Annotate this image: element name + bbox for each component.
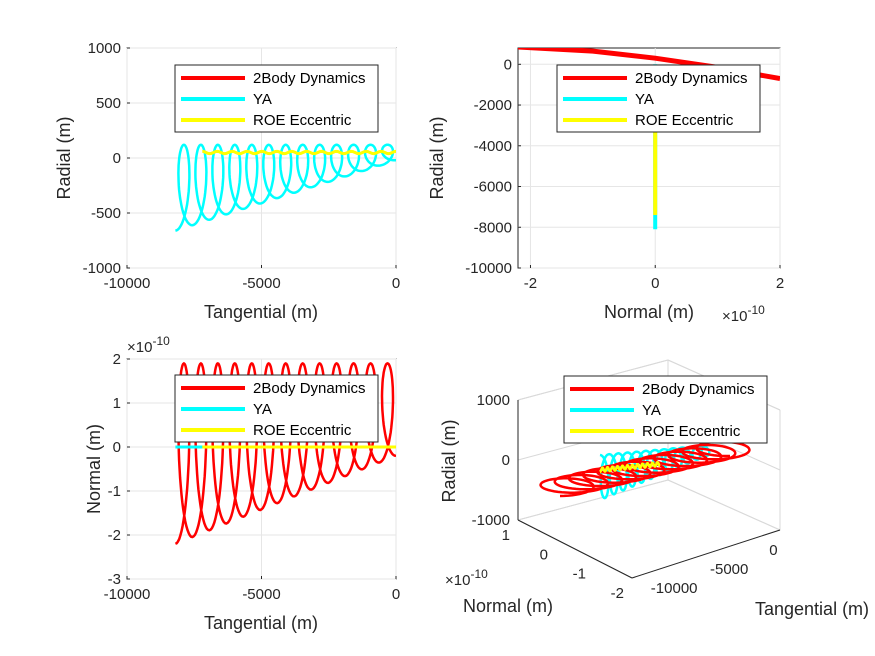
- tick-label-z-3d: 1000: [477, 392, 510, 409]
- tick-label-x-3d: -2: [611, 585, 624, 602]
- exponent-tr: ×10-10: [722, 303, 765, 325]
- legend-3d: 2Body Dynamics YA ROE Eccentric: [563, 375, 768, 444]
- tick-label-z-3d: 0: [502, 452, 510, 469]
- tick-label-z-3d: -1000: [472, 512, 510, 529]
- tick-label-x-tl: 0: [392, 275, 400, 292]
- gridline-z-3d: [517, 479, 669, 521]
- exponent-base-3d: ×10: [445, 572, 470, 589]
- xlabel-tr: Normal (m): [604, 302, 694, 322]
- series-bl: [174, 361, 396, 545]
- legend-label-bl: 2Body Dynamics: [253, 380, 366, 397]
- panel-top-right: -2 0 2 -10000 -8000 -6000 -4000 -2000 0 Normal (…: [427, 47, 784, 325]
- gridline-z-3d: [667, 479, 781, 531]
- tick-label-y-3d: -5000: [710, 561, 748, 578]
- legend-label-tr: ROE Eccentric: [635, 112, 734, 129]
- exponent-3d: ×10-10: [445, 567, 488, 589]
- tick-label-x-tr: -2: [524, 275, 537, 292]
- tick-label-y-tr: -2000: [474, 97, 512, 114]
- x-axis-3d: [517, 519, 633, 579]
- legend-bl: 2Body Dynamics YA ROE Eccentric: [174, 374, 379, 443]
- tick-label-x-bl: -10000: [104, 586, 151, 603]
- tick-label-x-3d: -1: [573, 566, 586, 583]
- legend-label-tr: 2Body Dynamics: [635, 70, 748, 87]
- tick-label-y-bl: -1: [108, 483, 121, 500]
- tick-label-y-tr: -10000: [465, 260, 512, 277]
- legend-label-bl: YA: [253, 401, 272, 418]
- series-line-ya: [175, 143, 396, 232]
- xlabel-bl: Tangential (m): [204, 613, 318, 633]
- tick-label-y-tl: 1000: [88, 40, 121, 57]
- tick-label-x-tr: 2: [776, 275, 784, 292]
- tick-label-x-bl: -5000: [242, 586, 280, 603]
- tick-label-x-bl: 0: [392, 586, 400, 603]
- tick-label-x-tr: 0: [651, 275, 659, 292]
- y-axis-3d: [631, 529, 781, 579]
- tick-label-y-tr: -4000: [474, 138, 512, 155]
- legend-label-3d: 2Body Dynamics: [642, 381, 755, 398]
- tick-label-x-tl: -10000: [104, 275, 151, 292]
- exponent-power-bl: -10: [152, 334, 170, 348]
- legend-label-tl: YA: [253, 91, 272, 108]
- series-line-2body-dynamics: [174, 361, 396, 545]
- ylabel-bl: Normal (m): [84, 424, 104, 514]
- xlabel-3d: Normal (m): [463, 596, 553, 616]
- ylabel-tr: Radial (m): [427, 116, 447, 199]
- tick-label-x-3d: 0: [540, 546, 548, 563]
- tick-label-y-tl: -1000: [83, 260, 121, 277]
- exponent-bl: ×10-10: [127, 334, 170, 356]
- ticks-tr: -2 0 2 -10000 -8000 -6000 -4000 -2000 0: [465, 56, 784, 292]
- tick-label-y-tr: -8000: [474, 219, 512, 236]
- tick-label-y-bl: 2: [113, 351, 121, 368]
- exponent-base-tr: ×10: [722, 308, 747, 325]
- series-3d: [539, 440, 751, 500]
- legend-label-tr: YA: [635, 91, 654, 108]
- series-line-roe-eccentric: [202, 149, 396, 156]
- tick-label-x-3d: 1: [502, 527, 510, 544]
- tick-label-y-bl: 0: [113, 439, 121, 456]
- series-line-2body-dynamics-3d: [539, 440, 751, 498]
- exponent-base-bl: ×10: [127, 339, 152, 356]
- ylabel-tl: Radial (m): [54, 116, 74, 199]
- tick-label-y-3d: -10000: [651, 580, 698, 597]
- tick-label-y-tr: 0: [504, 56, 512, 73]
- ylabel-3d: Tangential (m): [755, 599, 869, 619]
- legend-label-3d: ROE Eccentric: [642, 423, 741, 440]
- tick-label-y-bl: -3: [108, 571, 121, 588]
- tick-label-y-tl: 500: [96, 95, 121, 112]
- ticks-bl: -10000 -5000 0 -3 -2 -1 0 1 2: [104, 351, 401, 603]
- zlabel-3d: Radial (m): [439, 419, 459, 502]
- series-line-roe-eccentric-3d: [599, 461, 661, 474]
- series-tl: [175, 143, 396, 232]
- xlabel-tl: Tangential (m): [204, 302, 318, 322]
- tick-label-y-tl: 0: [113, 150, 121, 167]
- tick-label-y-tr: -6000: [474, 179, 512, 196]
- legend-label-tl: ROE Eccentric: [253, 112, 352, 129]
- exponent-power-3d: -10: [470, 567, 488, 581]
- tick-label-y-tl: -500: [91, 205, 121, 222]
- tick-label-y-bl: -2: [108, 527, 121, 544]
- legend-tl: 2Body Dynamics YA ROE Eccentric: [174, 64, 379, 133]
- legend-tr: 2Body Dynamics YA ROE Eccentric: [556, 64, 761, 133]
- exponent-power-tr: -10: [747, 303, 765, 317]
- legend-label-tl: 2Body Dynamics: [253, 70, 366, 87]
- tick-label-y-3d: 0: [769, 542, 777, 559]
- legend-label-bl: ROE Eccentric: [253, 422, 352, 439]
- legend-label-3d: YA: [642, 402, 661, 419]
- tick-label-x-tl: -5000: [242, 275, 280, 292]
- tick-label-y-bl: 1: [113, 395, 121, 412]
